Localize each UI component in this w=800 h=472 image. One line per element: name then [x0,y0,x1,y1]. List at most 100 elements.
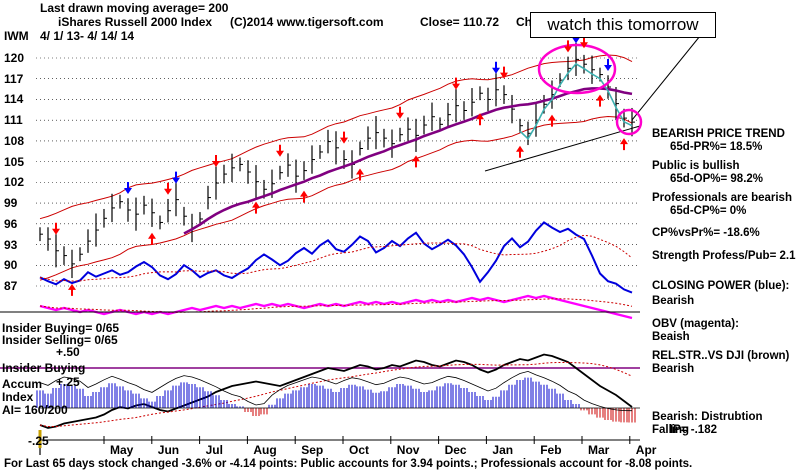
panel-line-text: CP%vsPr%= -18.6% [652,227,760,239]
closing-power-line [39,221,633,294]
sell-arrow [340,131,348,144]
plus-50-label: +.50 [56,345,80,359]
panel-line: BEARISH PRICE TREND [652,128,800,141]
callout-pointer [631,35,701,121]
panel-line-text: Professionals are bearish [652,192,792,204]
panel-line: Bearish [652,295,800,308]
panel-line-text: BEARISH PRICE TREND [652,128,785,140]
y-tick-label: 105 [4,154,25,169]
buy-arrow [476,113,484,126]
month-label: Sep [301,443,324,457]
month-label: Jun [157,443,180,457]
y-tick-label: 111 [4,113,23,128]
ai-value-label: AI= 160/200 [2,403,68,417]
month-label: May [110,443,134,457]
accum-trend-line [39,370,633,412]
panel-line-text: 65d-OP%= 98.2% [670,173,764,185]
month-label: Feb [540,443,562,457]
panel-line-text: Bearish [652,363,695,375]
minus-25-label: -.25 [28,434,49,448]
buy-arrow [356,168,364,181]
panel-line-text: 65d-PR%= 18.5% [670,141,763,153]
panel-line: OBV (magenta): [652,318,800,331]
ma-short-line [519,62,633,140]
sell-arrow [212,155,220,168]
buy-arrow [620,138,628,151]
index-label: Index [2,390,34,404]
buy-arrow [596,94,604,107]
panel-line-text: CLOSING POWER (blue): [652,280,790,292]
blue-arrow [124,182,132,194]
sell-arrow [580,36,588,49]
month-label: Dec [444,443,467,457]
y-tick-label: 108 [4,133,25,148]
close-label: Close= 110.72 [420,15,500,29]
month-label: Nov [396,443,420,457]
panel-line-text: Bearish [652,295,695,307]
month-label: Mar [588,443,610,457]
ma-200-line [183,87,633,235]
ticker-label: IWM [4,29,29,43]
y-tick-label: 102 [4,175,25,190]
relative-strength-line [39,353,633,429]
support-trendline [484,125,641,172]
panel-line: Bearish: Distrubtion Falling [652,411,800,437]
y-tick-label: 96 [4,216,18,231]
sell-arrow [452,77,460,90]
sell-arrow [276,144,284,157]
sell-arrow [164,182,172,195]
insider-buying-title: Insider Buying [2,361,86,375]
month-label: Oct [349,443,370,457]
month-label: Apr [635,443,657,457]
panel-line: CLOSING POWER (blue): [652,280,800,293]
panel-line: Bearish [652,363,800,376]
copyright-label: (C)2014 www.tigersoft.com [230,15,384,29]
month-label: Jan [492,443,514,457]
sell-arrow [52,222,60,235]
month-label: Aug [253,443,277,457]
moving-average-label: Last drawn moving average= 200 [40,1,229,15]
buy-arrow [516,145,524,158]
y-tick-label: 114 [4,92,24,107]
month-label: Jul [205,443,223,457]
chart-title: iShares Russell 2000 Index [58,15,213,29]
buy-arrow [68,283,76,296]
panel-line-text: Public is bullish [652,160,740,172]
panel-line-text: Beaish [652,331,690,343]
footer-summary: For Last 65 days stock changed -3.6% or … [4,458,693,470]
relative-strength-average [39,362,633,427]
insider-selling-label: Insider Selling= 0/65 [2,333,118,347]
plus-25-label: +.25 [56,375,80,389]
panel-line-text: Bearish: Distrubtion Falling [652,411,763,436]
sell-arrow [396,106,404,119]
y-tick-label: 99 [4,196,18,211]
buy-arrow [548,114,556,127]
buy-arrow [300,190,308,203]
top-callout-circle [537,43,617,95]
panel-line: IP= -.182 [652,424,800,437]
panel-line: Strength Profess/Pub= 2.1 [652,250,800,263]
date-range-label: 4/ 1/ 13- 4/ 14/ 14 [40,29,135,43]
buy-arrow [148,232,156,245]
panel-line-text: REL.STR..VS DJI (brown) [652,350,790,362]
y-tick-label: 87 [4,279,18,293]
accum-label: Accum [2,377,43,391]
buy-arrow [252,201,260,214]
callout-box: watch this tomorrow [530,12,716,38]
buy-arrow [412,155,420,168]
sell-arrow [500,66,508,79]
panel-line: CP%vsPr%= -18.6% [652,227,800,240]
panel-line: REL.STR..VS DJI (brown) [652,350,800,363]
closing-power-average [39,234,633,282]
panel-line: Beaish [652,331,800,344]
obv-average [39,298,633,313]
close-tail-label: Ch [516,15,532,29]
lower-band-line [39,115,633,281]
panel-line: 65d-OP%= 98.2% [652,173,800,186]
insider-buying-label: Insider Buying= 0/65 [2,321,120,335]
panel-line: 65d-PR%= 18.5% [652,141,800,154]
blue-arrow [172,171,180,184]
panel-line-text: IP= -.182 [670,424,717,436]
